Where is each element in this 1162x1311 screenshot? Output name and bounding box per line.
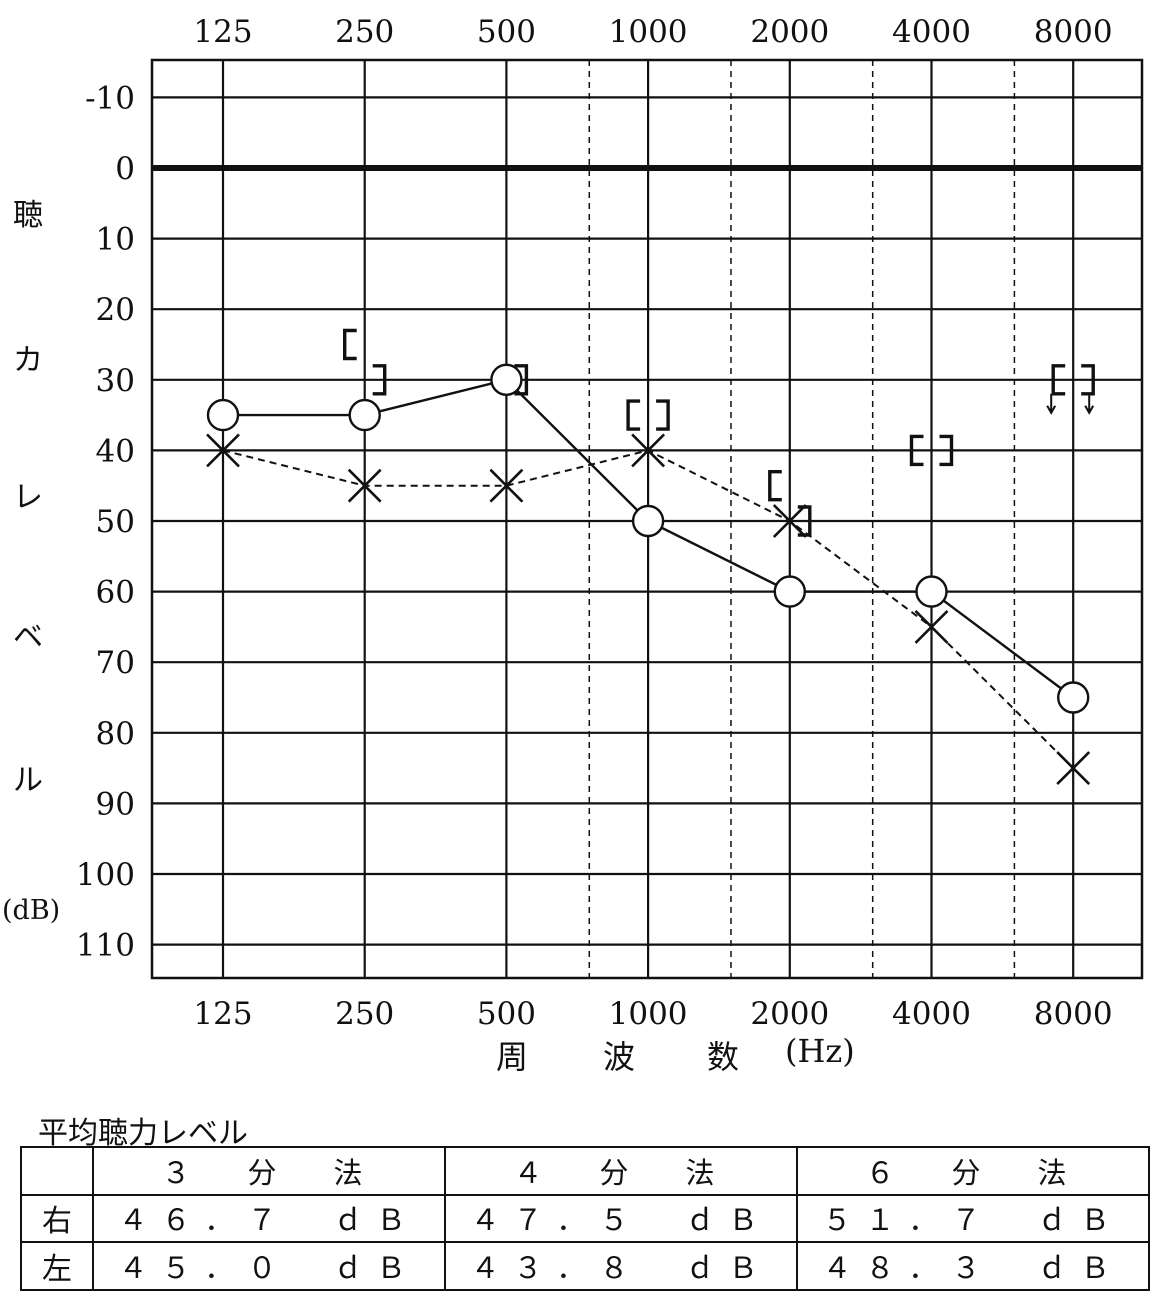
cross-marker [914, 609, 949, 644]
right-6-method-value: ５１．７ ｄＢ [796, 1193, 1150, 1244]
ylabel-char-1: 聴 [13, 198, 43, 233]
y-tick-label: 60 [96, 575, 135, 611]
bracket-pair-marker [626, 399, 670, 431]
bracket-pair-no-response-marker [1046, 364, 1095, 415]
y-tick-label: 10 [96, 222, 135, 258]
x-tick-label-top: 8000 [1034, 14, 1113, 50]
header-6-method: ６ 分 法 [796, 1146, 1150, 1196]
circle-marker [631, 504, 665, 538]
left-4-method-value: ４３．８ ｄＢ [444, 1241, 798, 1291]
xlabel-part-2: 波 [603, 1038, 636, 1076]
bracket-pair-marker [909, 434, 954, 467]
xlabel-part-3: 数 [707, 1038, 740, 1076]
cross-marker [206, 433, 240, 468]
circle-marker [490, 363, 523, 396]
x-tick-label-bottom: 1000 [609, 996, 688, 1032]
left-3-method-value: ４５．０ ｄＢ [92, 1241, 446, 1291]
circle-marker [773, 575, 806, 608]
y-tick-label: 0 [115, 151, 135, 187]
x-tick-label-bottom: 250 [335, 996, 394, 1032]
circle-marker [348, 398, 381, 432]
ylabel-char-4: ベ [13, 620, 43, 655]
ylabel-char-2: カ [13, 343, 43, 378]
y-ticks: -10 0 10 20 30 40 50 60 70 80 90 100 110 [76, 80, 135, 963]
x-tick-label-bottom: 500 [477, 996, 536, 1032]
average-header-row: ３ 分 法 ４ 分 法 ６ 分 法 [20, 1146, 1150, 1196]
bracket-right-marker [372, 364, 387, 396]
ylabel-char-3: レ [13, 480, 43, 515]
right-4-method-value: ４７．５ ｄＢ [444, 1193, 798, 1244]
header-blank-cell [20, 1146, 94, 1196]
x-tick-label-top: 500 [477, 14, 536, 50]
y-tick-label: 70 [96, 645, 135, 681]
audiogram-chart: 125 250 500 1000 2000 4000 8000 125 250 500 1000 2… [76, 14, 1144, 1032]
y-tick-label: 100 [76, 857, 135, 893]
average-title: 平均聴力レベル [38, 1116, 248, 1151]
cross-marker [772, 504, 807, 538]
row-label-right: 右 [20, 1193, 94, 1244]
x-ticks-bottom: 125 250 500 1000 2000 4000 8000 [193, 996, 1112, 1032]
bracket-left-marker [768, 470, 782, 502]
x-tick-label-bottom: 2000 [750, 996, 829, 1032]
cross-marker [489, 468, 524, 503]
x-tick-label-top: 4000 [892, 14, 971, 50]
cross-marker [347, 468, 382, 503]
header-4-method: ４ 分 法 [444, 1146, 798, 1196]
left-6-method-value: ４８．３ ｄＢ [796, 1241, 1150, 1291]
x-tick-label-top: 125 [193, 14, 252, 50]
x-tick-label-top: 1000 [609, 14, 688, 50]
circle-marker [915, 575, 948, 608]
x-tick-label-top: 2000 [750, 14, 829, 50]
x-tick-label-bottom: 125 [193, 996, 252, 1032]
average-table: ３ 分 法 ４ 分 法 ６ 分 法 右 ４６．７ ｄＢ ４７．５ ｄＢ ５１．７… [20, 1146, 1150, 1291]
xlabel-part-4: (Hz) [785, 1032, 855, 1070]
y-tick-label: 20 [96, 292, 135, 328]
y-unit: (dB) [2, 895, 61, 926]
circle-marker [206, 398, 240, 432]
y-tick-label: 40 [96, 433, 135, 469]
series-markers [206, 328, 1095, 786]
y-tick-label: -10 [85, 80, 135, 116]
ylabel-char-5: ル [13, 763, 43, 798]
bracket-right-marker [797, 505, 812, 537]
cross-marker [631, 433, 666, 468]
x-ticks-top: 125 250 500 1000 2000 4000 8000 [193, 14, 1112, 50]
x-tick-label-bottom: 4000 [892, 996, 971, 1032]
circle-marker [1056, 681, 1090, 714]
chart-grid [150, 58, 1144, 980]
y-tick-label: 50 [96, 504, 135, 540]
y-tick-label: 110 [76, 928, 135, 964]
row-label-left: 左 [20, 1241, 94, 1291]
right-3-method-value: ４６．７ ｄＢ [92, 1193, 446, 1244]
no-response-arrow [1084, 393, 1095, 415]
average-row-right: 右 ４６．７ ｄＢ ４７．５ ｄＢ ５１．７ ｄＢ [20, 1193, 1150, 1244]
y-tick-label: 90 [96, 786, 135, 822]
bracket-left-marker [343, 328, 357, 361]
x-tick-label-bottom: 8000 [1034, 996, 1113, 1032]
y-tick-label: 30 [96, 363, 135, 399]
x-tick-label-top: 250 [335, 14, 394, 50]
no-response-arrow [1046, 393, 1057, 415]
header-3-method: ３ 分 法 [92, 1146, 446, 1196]
average-row-left: 左 ４５．０ ｄＢ ４３．８ ｄＢ ４８．３ ｄＢ [20, 1241, 1150, 1291]
cross-marker [1056, 751, 1091, 786]
xlabel-part-1: 周 [496, 1038, 529, 1076]
y-tick-label: 80 [96, 716, 135, 752]
bracket-right-marker [514, 364, 529, 396]
